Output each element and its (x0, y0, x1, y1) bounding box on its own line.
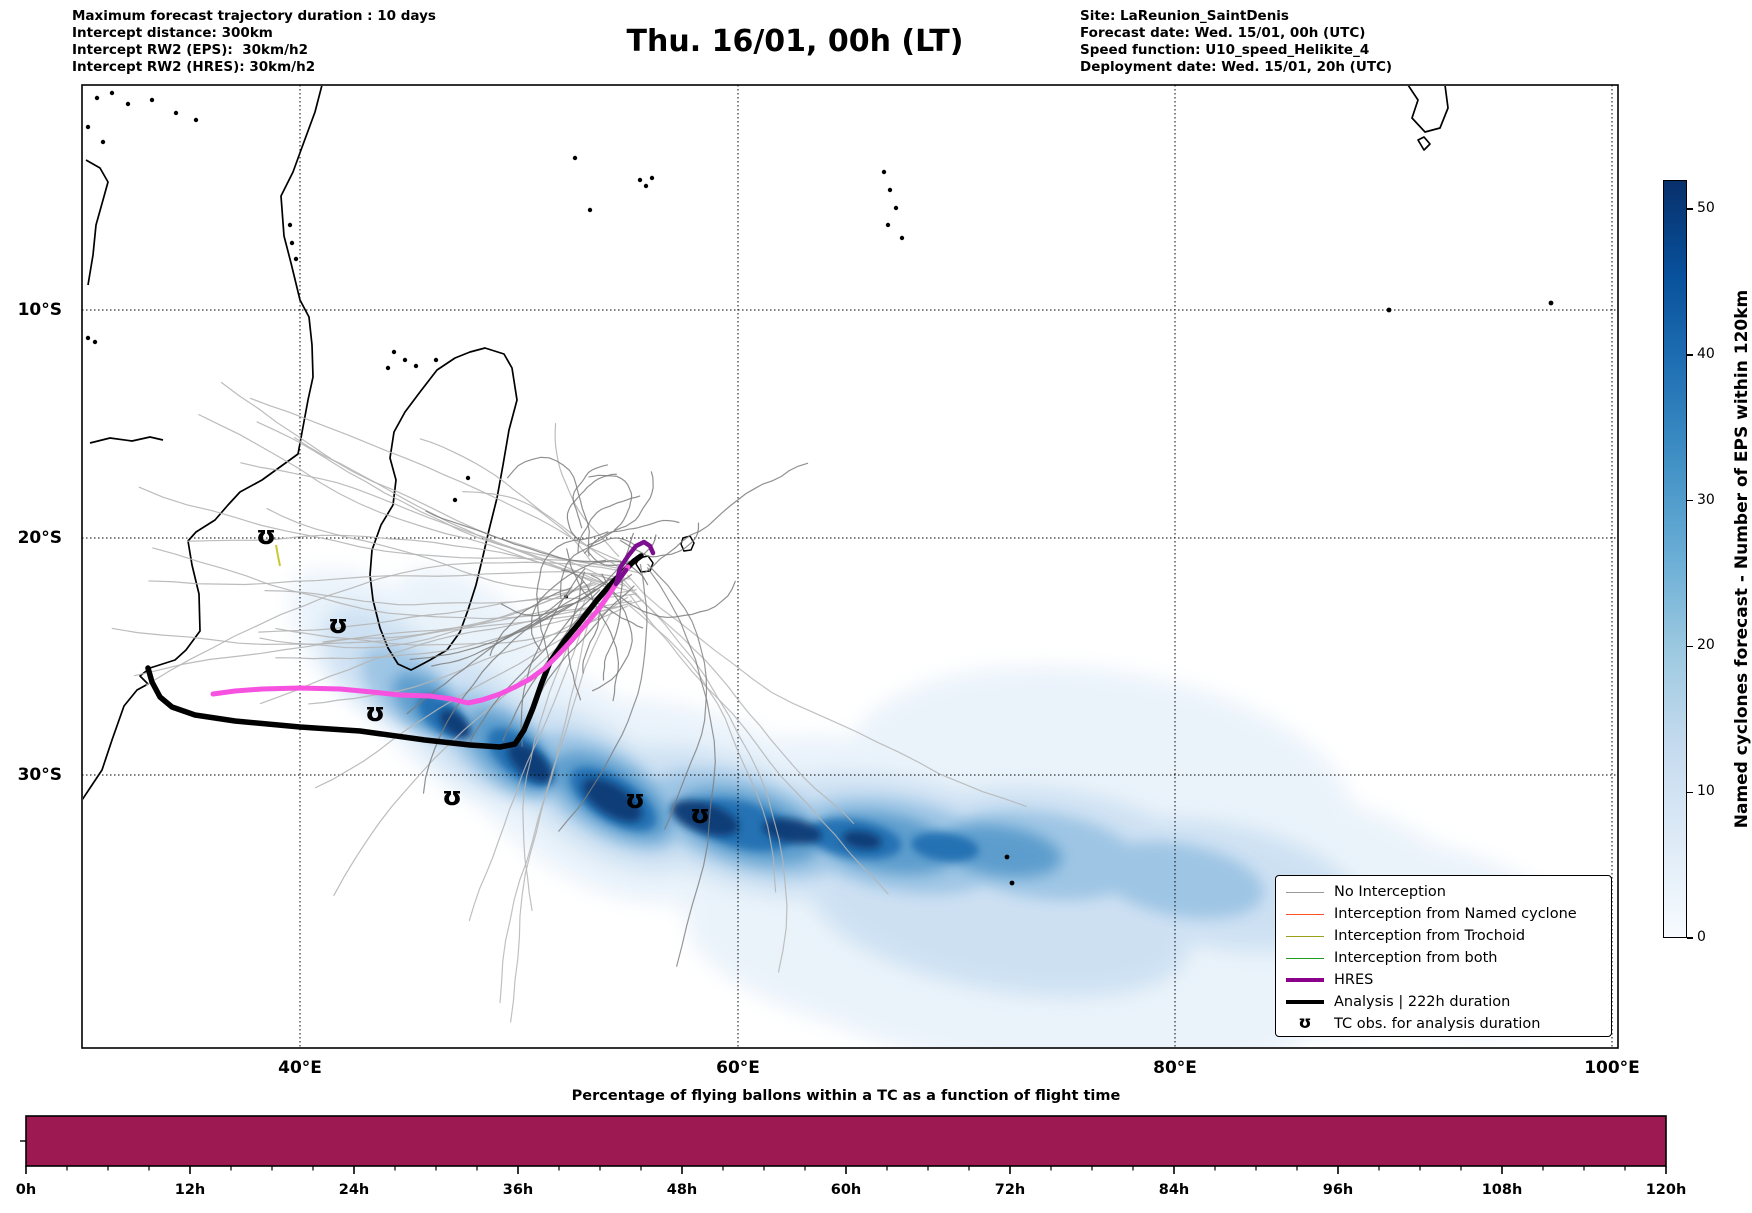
tc-obs-icon: ʊ (328, 610, 348, 640)
colorbar-tick (1687, 208, 1693, 210)
flight-bar-tick-label: 36h (502, 1182, 534, 1198)
forecast-tracks (145, 539, 656, 750)
tc-obs-icon: ʊ (625, 785, 645, 815)
flight-bar-title: Percentage of flying ballons within a TC… (571, 1088, 1121, 1104)
flight-time-bar-chart (20, 1115, 1667, 1174)
tc-obs-icon: ʊ (1298, 1012, 1312, 1033)
header-left-line: Maximum forecast trajectory duration : 1… (72, 8, 436, 24)
lat-label-20s: 20°S (17, 528, 62, 548)
map-border (81, 84, 1619, 1049)
flight-bar-tick-label: 120h (1645, 1182, 1687, 1198)
header-right-line: Speed function: U10_speed_Helikite_4 (1080, 42, 1370, 58)
flight-bar-tick-label: 84h (1158, 1182, 1190, 1198)
header-left-line: Intercept RW2 (HRES): 30km/h2 (72, 59, 316, 75)
lat-label-30s: 30°S (17, 765, 62, 785)
flight-bar-tick-label: 12h (174, 1182, 206, 1198)
lon-label-100e: 100°E (1584, 1058, 1640, 1078)
legend-line-swatch (1286, 1000, 1324, 1004)
coastlines (83, 86, 1554, 886)
header-left-block: Maximum forecast trajectory duration : 1… (72, 8, 436, 76)
tc-obs-icon: ʊ (365, 698, 385, 728)
lon-label-60e: 60°E (716, 1058, 760, 1078)
map-legend: No Interception Interception from Named c… (1275, 875, 1612, 1037)
legend-item-label: No Interception (1334, 884, 1446, 900)
legend-item: Interception from Named cyclone (1286, 903, 1603, 925)
flight-bar-tick-label: 60h (830, 1182, 862, 1198)
flight-bar-tick-label: 96h (1322, 1182, 1354, 1198)
header-left-line: Intercept distance: 300km (72, 25, 273, 41)
figure-title: Thu. 16/01, 00h (LT) (626, 24, 964, 59)
legend-item-label: Interception from Trochoid (1334, 928, 1526, 944)
flight-bar-tick-label: 24h (338, 1182, 370, 1198)
colorbar-tick-label: 40 (1697, 345, 1715, 362)
legend-item: Analysis | 222h duration (1286, 991, 1603, 1013)
legend-item: No Interception (1286, 881, 1603, 903)
lat-lon-gridlines (82, 85, 1618, 1048)
lon-label-80e: 80°E (1153, 1058, 1197, 1078)
legend-item: ʊ TC obs. for analysis duration (1286, 1013, 1603, 1035)
legend-item-label: Interception from both (1334, 950, 1498, 966)
tc-obs-icon: ʊ (256, 521, 276, 551)
legend-item: Interception from both (1286, 947, 1603, 969)
colorbar-tick (1687, 499, 1693, 502)
flight-bar-tick-label: 72h (994, 1182, 1026, 1198)
flight-bar-tick-label: 48h (666, 1182, 698, 1198)
lon-label-40e: 40°E (278, 1058, 322, 1078)
colorbar-tick (1687, 937, 1693, 939)
colorbar-tick (1687, 645, 1693, 648)
legend-item: HRES (1286, 969, 1603, 991)
legend-item-label: HRES (1334, 972, 1374, 988)
header-right-line: Site: LaReunion_SaintDenis (1080, 8, 1289, 24)
flight-bar-tick-label: 0h (15, 1182, 37, 1198)
legend-item: Interception from Trochoid (1286, 925, 1603, 947)
legend-line-swatch (1286, 957, 1324, 959)
tc-obs-icon: ʊ (690, 800, 710, 830)
flight-bar-tick-label: 108h (1481, 1182, 1523, 1198)
legend-line-swatch (1286, 891, 1324, 893)
header-left-line: Intercept RW2 (EPS): 30km/h2 (72, 42, 308, 58)
colorbar (1663, 180, 1687, 938)
legend-item-label: Interception from Named cyclone (1334, 906, 1577, 922)
lat-label-10s: 10°S (17, 300, 62, 320)
legend-line-swatch (1286, 913, 1324, 915)
legend-item-label: TC obs. for analysis duration (1334, 1016, 1541, 1032)
legend-line-swatch (1286, 978, 1324, 982)
colorbar-tick-label: 10 (1697, 783, 1715, 800)
header-right-line: Deployment date: Wed. 15/01, 20h (UTC) (1080, 59, 1393, 75)
colorbar-tick (1687, 791, 1693, 793)
legend-item-label: Analysis | 222h duration (1334, 994, 1511, 1010)
colorbar-tick-label: 50 (1697, 200, 1715, 217)
tc-obs-icon: ʊ (442, 782, 462, 812)
colorbar-tick-label: 30 (1697, 491, 1715, 508)
colorbar-label: Named cyclones forecast - Number of EPS … (1732, 289, 1752, 829)
legend-line-swatch (1286, 935, 1324, 937)
header-right-line: Forecast date: Wed. 15/01, 00h (UTC) (1080, 25, 1366, 41)
colorbar-tick-label: 20 (1697, 637, 1715, 654)
colorbar-tick-label: 0 (1697, 929, 1706, 945)
tc-observation-markers: ʊ ʊ ʊ ʊ ʊ ʊ (256, 521, 710, 830)
header-right-block: Site: LaReunion_SaintDenis Forecast date… (1080, 8, 1392, 76)
colorbar-tick (1687, 354, 1693, 356)
